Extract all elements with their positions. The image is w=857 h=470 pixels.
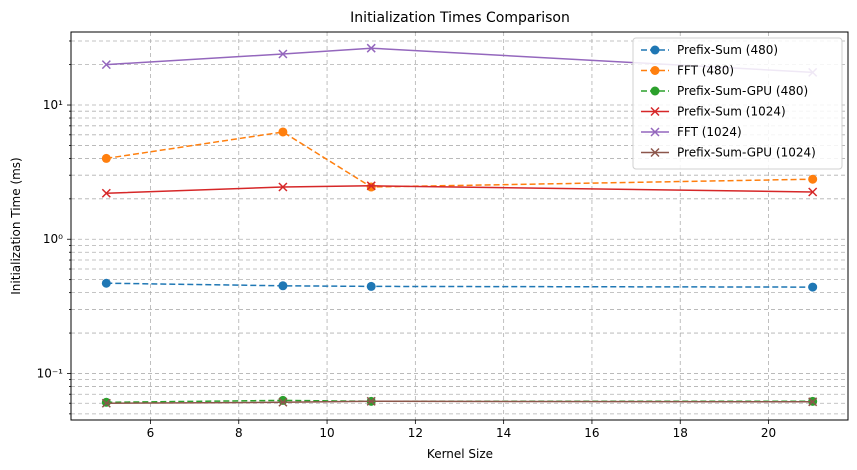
data-point	[101, 278, 111, 288]
data-point	[366, 43, 376, 53]
data-point	[278, 127, 288, 137]
series-line	[106, 185, 813, 195]
data-point	[366, 396, 376, 406]
y-tick-label: 10⁰	[43, 232, 63, 246]
legend-item: FFT (480)	[641, 64, 734, 78]
legend-label: Prefix-Sum (480)	[677, 43, 778, 57]
y-tick-label: 10¹	[43, 98, 63, 112]
legend-label: Prefix-Sum-GPU (480)	[677, 84, 808, 98]
plot-frame	[70, 31, 849, 421]
data-point	[101, 60, 111, 70]
x-tick-label: 8	[235, 426, 243, 440]
data-point	[366, 181, 376, 191]
legend-marker	[650, 106, 660, 117]
series-6	[101, 396, 818, 408]
data-point	[808, 187, 818, 197]
series-line	[106, 400, 813, 404]
x-tick-label: 12	[408, 426, 423, 440]
series-line	[106, 399, 813, 404]
chart-title: Initialization Times Comparison	[350, 10, 570, 26]
legend: Prefix-Sum (480) FFT (480) Prefix-Sum-GPU …	[632, 37, 843, 170]
x-tick-label: 18	[673, 426, 688, 440]
y-tick-label: 10⁻¹	[37, 366, 64, 380]
grid	[71, 32, 848, 420]
data-point	[101, 188, 111, 198]
x-tick-label: 10	[319, 426, 334, 440]
x-axis: 6 8 10 12 14 16 18 20	[147, 420, 776, 440]
x-tick-label: 6	[147, 426, 155, 440]
data-point	[101, 398, 111, 408]
legend-item: Prefix-Sum-GPU (1024)	[641, 146, 816, 160]
data-point	[278, 397, 288, 407]
legend-label: Prefix-Sum (1024)	[677, 105, 786, 119]
legend-box	[632, 37, 843, 170]
series-2	[101, 127, 818, 192]
data-point	[366, 281, 376, 291]
legend-label: FFT (480)	[677, 64, 734, 78]
series-1	[101, 278, 818, 292]
x-tick-label: 16	[584, 426, 599, 440]
legend-marker	[650, 86, 660, 96]
series-line	[106, 282, 813, 288]
series-4	[101, 181, 818, 198]
legend-marker	[650, 147, 660, 158]
data-point	[808, 397, 818, 407]
data-point	[808, 282, 818, 292]
data-point	[278, 281, 288, 291]
legend-marker	[650, 45, 660, 55]
legend-item: Prefix-Sum-GPU (480)	[641, 84, 808, 98]
x-tick-label: 20	[761, 426, 776, 440]
x-axis-title: Kernel Size	[427, 447, 493, 461]
x-tick-label: 14	[496, 426, 511, 440]
legend-item: Prefix-Sum (1024)	[641, 105, 786, 119]
data-point	[101, 153, 111, 163]
data-point	[278, 49, 288, 59]
y-axis-title: Initialization Time (ms)	[9, 157, 23, 294]
legend-marker	[650, 66, 660, 75]
legend-marker	[650, 127, 660, 137]
series-line	[106, 131, 813, 188]
data-point	[278, 395, 288, 405]
y-axis: 10⁻¹ 10⁰ 10¹	[37, 40, 71, 415]
data-point	[278, 182, 288, 192]
legend-label: FFT (1024)	[677, 125, 742, 139]
series-layer	[101, 43, 818, 408]
legend-label: Prefix-Sum-GPU (1024)	[677, 146, 816, 160]
legend-item: FFT (1024)	[641, 125, 742, 139]
legend-item: Prefix-Sum (480)	[641, 43, 778, 57]
data-point	[808, 174, 818, 184]
series-line	[106, 47, 813, 74]
data-point	[366, 182, 376, 192]
